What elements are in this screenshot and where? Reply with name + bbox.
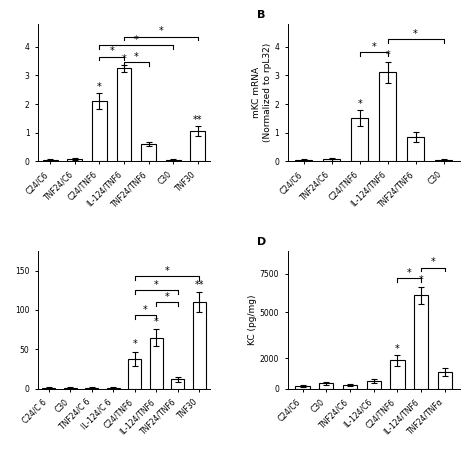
Text: *: * (357, 99, 362, 109)
Text: *: * (154, 280, 159, 290)
Text: *: * (134, 35, 139, 45)
Bar (128, 359, 141, 389)
Text: *: * (164, 292, 169, 301)
Bar (42, 388, 55, 389)
Text: *: * (395, 344, 400, 354)
Text: *: * (134, 52, 139, 62)
Bar (407, 137, 424, 162)
Bar (414, 295, 428, 389)
Text: **: ** (195, 280, 204, 290)
Text: *: * (164, 266, 169, 276)
Bar (117, 68, 131, 162)
Bar (43, 160, 58, 162)
Bar (438, 372, 452, 389)
Bar (390, 360, 404, 389)
Text: B: B (256, 10, 265, 20)
Bar (64, 388, 77, 389)
Bar (166, 160, 181, 162)
Bar (85, 388, 98, 389)
Text: *: * (385, 50, 390, 60)
Y-axis label: KC (pg/mg): KC (pg/mg) (248, 294, 257, 345)
Text: *: * (158, 26, 163, 36)
Bar (191, 131, 205, 162)
Bar (193, 302, 206, 389)
Bar (172, 379, 184, 389)
Bar (141, 144, 156, 162)
Text: *: * (132, 339, 137, 349)
Text: *: * (419, 275, 423, 285)
Text: *: * (371, 42, 376, 52)
Bar (379, 73, 396, 162)
Text: *: * (413, 29, 418, 39)
Bar (150, 337, 163, 389)
Bar (319, 383, 333, 389)
Text: **: ** (193, 115, 202, 125)
Text: *: * (407, 268, 411, 278)
Y-axis label: mKC mRNA
(Normalized to rpL32): mKC mRNA (Normalized to rpL32) (252, 43, 272, 142)
Bar (343, 385, 357, 389)
Bar (366, 382, 381, 389)
Bar (351, 118, 368, 162)
Text: *: * (122, 54, 127, 64)
Text: D: D (256, 237, 266, 247)
Bar (323, 159, 340, 162)
Bar (435, 160, 452, 162)
Bar (67, 159, 82, 162)
Bar (295, 386, 310, 389)
Text: *: * (109, 46, 114, 56)
Text: *: * (154, 317, 159, 327)
Text: *: * (430, 257, 435, 267)
Text: *: * (143, 305, 148, 315)
Bar (107, 388, 120, 389)
Text: *: * (97, 82, 102, 92)
Bar (295, 160, 312, 162)
Bar (92, 101, 107, 162)
